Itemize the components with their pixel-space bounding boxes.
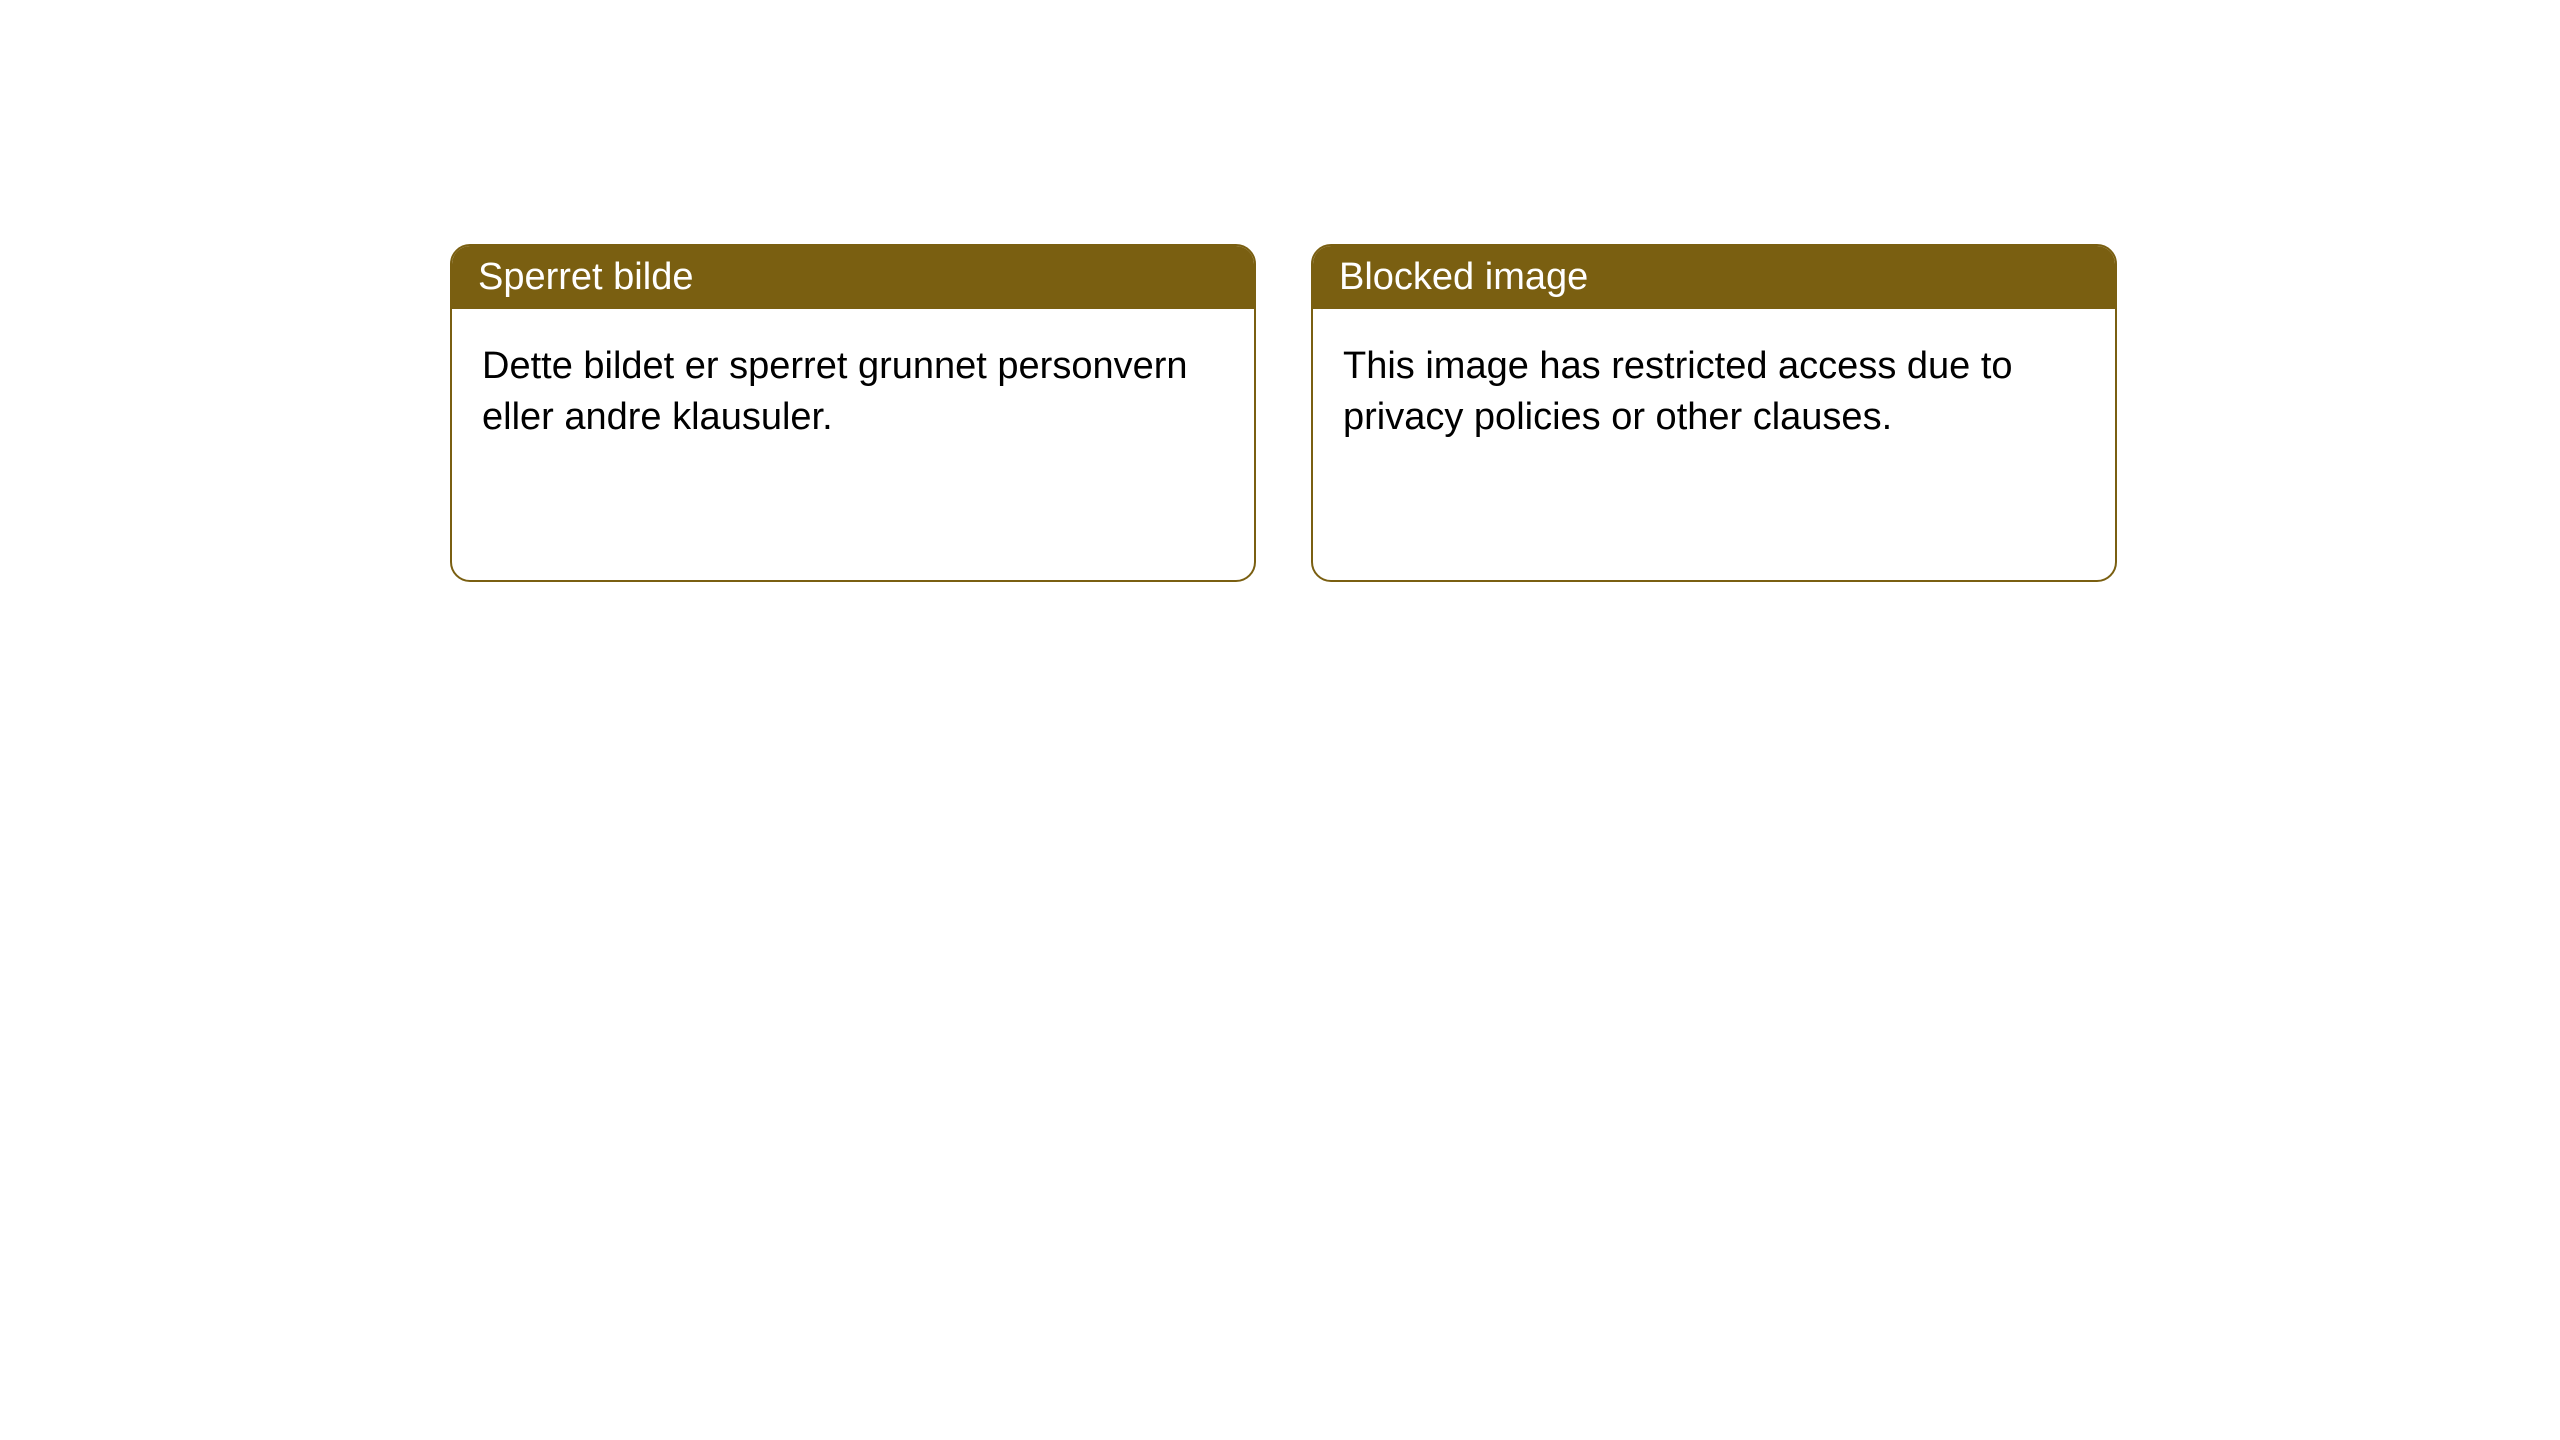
notice-card-english: Blocked image This image has restricted …: [1311, 244, 2117, 582]
card-title: Sperret bilde: [478, 256, 693, 298]
notice-card-norwegian: Sperret bilde Dette bildet er sperret gr…: [450, 244, 1256, 582]
card-header: Blocked image: [1313, 246, 2115, 309]
notice-cards-container: Sperret bilde Dette bildet er sperret gr…: [450, 244, 2117, 582]
card-body-text: This image has restricted access due to …: [1343, 345, 2013, 438]
card-body: Dette bildet er sperret grunnet personve…: [452, 309, 1254, 476]
card-title: Blocked image: [1339, 256, 1588, 298]
card-header: Sperret bilde: [452, 246, 1254, 309]
card-body-text: Dette bildet er sperret grunnet personve…: [482, 345, 1188, 438]
card-body: This image has restricted access due to …: [1313, 309, 2115, 476]
